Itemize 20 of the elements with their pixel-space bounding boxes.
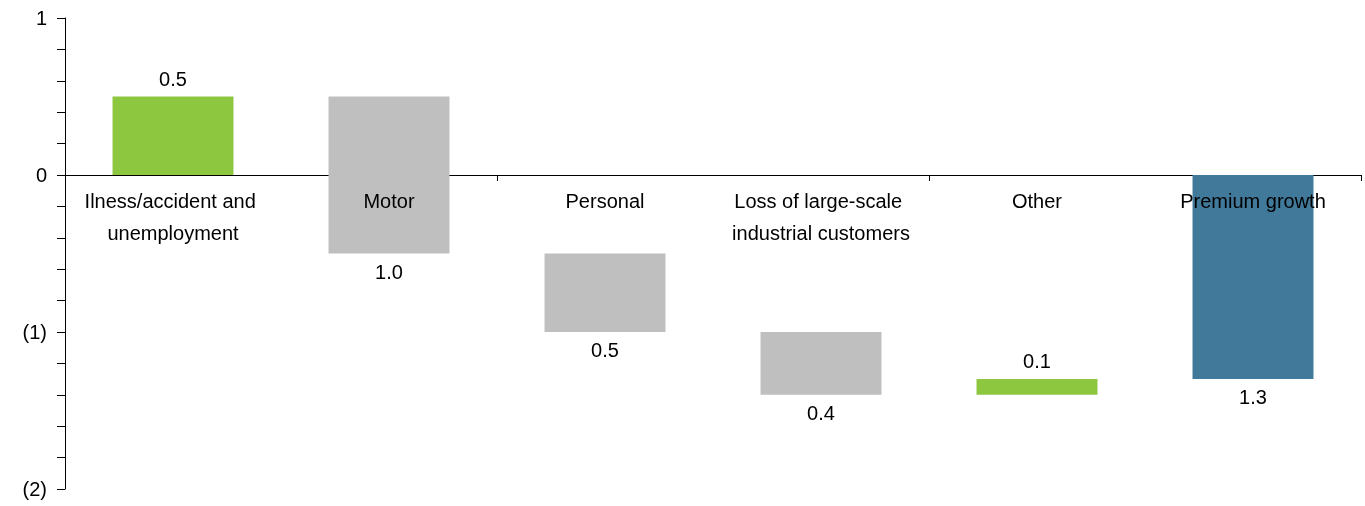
data-label: 1.0	[375, 260, 403, 283]
y-tick-label: (1)	[22, 321, 47, 343]
x-tick-label: Personal	[565, 190, 645, 212]
x-tick-label: Ilness/accident and unemployment	[84, 190, 262, 244]
data-label: 0.1	[1023, 350, 1051, 373]
y-tick-label: 1	[35, 7, 47, 29]
bar	[328, 96, 450, 254]
data-label: 0.5	[591, 339, 619, 361]
y-tick-label: (2)	[22, 478, 47, 500]
data-label: 0.4	[807, 401, 835, 424]
y-tick-label: 0	[35, 164, 47, 186]
data-label: 0.5	[159, 67, 187, 90]
bar	[760, 332, 882, 395]
data-label: 1.3	[1239, 386, 1267, 409]
bar	[544, 253, 666, 332]
bar	[112, 96, 234, 175]
x-tick-label: Loss of large-scale industrial customers	[732, 190, 910, 244]
x-tick-label: Motor	[363, 190, 415, 212]
bar	[976, 379, 1098, 395]
x-tick-label: Other	[1011, 190, 1063, 212]
